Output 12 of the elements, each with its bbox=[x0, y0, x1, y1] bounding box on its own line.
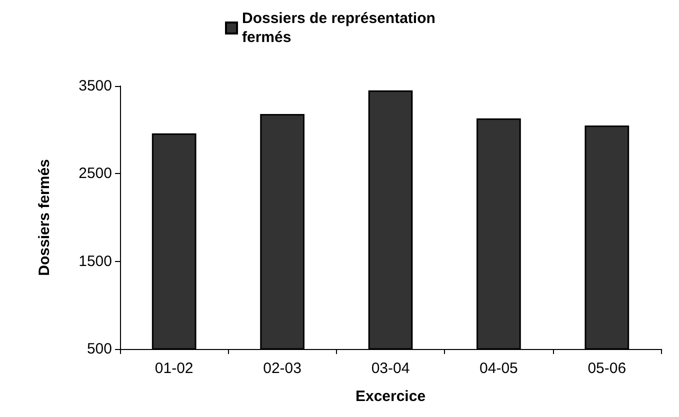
x-tick-label: 02-03 bbox=[263, 360, 302, 377]
x-tick-label: 01-02 bbox=[154, 360, 194, 377]
legend-label: Dossiers de représentation fermés bbox=[242, 10, 436, 46]
y-tick-label: 2500 bbox=[78, 165, 112, 182]
x-tick-label: 04-05 bbox=[480, 360, 518, 377]
x-tick-label: 05-06 bbox=[588, 360, 626, 377]
y-tick-label: 1500 bbox=[78, 252, 112, 270]
y-axis-title: Dossiers fermés bbox=[36, 159, 53, 276]
x-axis-title: Excercice bbox=[355, 388, 426, 405]
x-tick-label: 03-04 bbox=[371, 360, 410, 377]
y-tick-label: 3500 bbox=[78, 78, 112, 94]
y-tick-label: 500 bbox=[86, 340, 112, 358]
